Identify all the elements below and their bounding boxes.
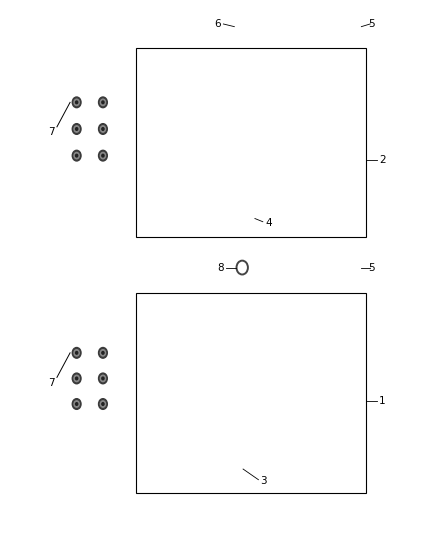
Circle shape bbox=[72, 399, 81, 409]
Circle shape bbox=[102, 101, 104, 103]
Circle shape bbox=[72, 348, 81, 358]
Bar bbox=[136, 48, 366, 237]
Circle shape bbox=[100, 375, 106, 382]
Text: 6: 6 bbox=[215, 19, 221, 29]
Circle shape bbox=[75, 101, 78, 103]
Circle shape bbox=[75, 403, 78, 405]
Circle shape bbox=[102, 352, 104, 354]
Circle shape bbox=[99, 97, 107, 108]
Circle shape bbox=[102, 403, 104, 405]
Circle shape bbox=[100, 99, 106, 106]
Circle shape bbox=[100, 152, 106, 159]
Text: 7: 7 bbox=[48, 378, 55, 387]
Circle shape bbox=[75, 352, 78, 354]
Circle shape bbox=[99, 373, 107, 384]
Circle shape bbox=[72, 97, 81, 108]
Circle shape bbox=[75, 377, 78, 379]
Circle shape bbox=[74, 375, 79, 382]
Circle shape bbox=[75, 155, 78, 157]
Circle shape bbox=[99, 399, 107, 409]
Circle shape bbox=[72, 124, 81, 134]
Text: 8: 8 bbox=[218, 263, 224, 272]
Circle shape bbox=[74, 126, 79, 132]
Text: 5: 5 bbox=[368, 19, 374, 29]
Circle shape bbox=[75, 128, 78, 130]
Text: 3: 3 bbox=[261, 476, 267, 486]
Circle shape bbox=[74, 401, 79, 407]
Circle shape bbox=[74, 99, 79, 106]
Text: 4: 4 bbox=[265, 218, 272, 228]
Circle shape bbox=[72, 373, 81, 384]
Bar bbox=[136, 293, 366, 493]
Text: 1: 1 bbox=[379, 396, 385, 406]
Text: 5: 5 bbox=[368, 263, 374, 272]
Circle shape bbox=[100, 401, 106, 407]
Circle shape bbox=[102, 128, 104, 130]
Circle shape bbox=[100, 126, 106, 132]
Circle shape bbox=[100, 350, 106, 356]
Circle shape bbox=[99, 348, 107, 358]
Circle shape bbox=[72, 150, 81, 161]
Circle shape bbox=[102, 377, 104, 379]
Text: 2: 2 bbox=[379, 155, 385, 165]
Circle shape bbox=[74, 152, 79, 159]
Circle shape bbox=[99, 150, 107, 161]
Circle shape bbox=[74, 350, 79, 356]
Circle shape bbox=[102, 155, 104, 157]
Text: 7: 7 bbox=[48, 127, 55, 137]
Circle shape bbox=[99, 124, 107, 134]
